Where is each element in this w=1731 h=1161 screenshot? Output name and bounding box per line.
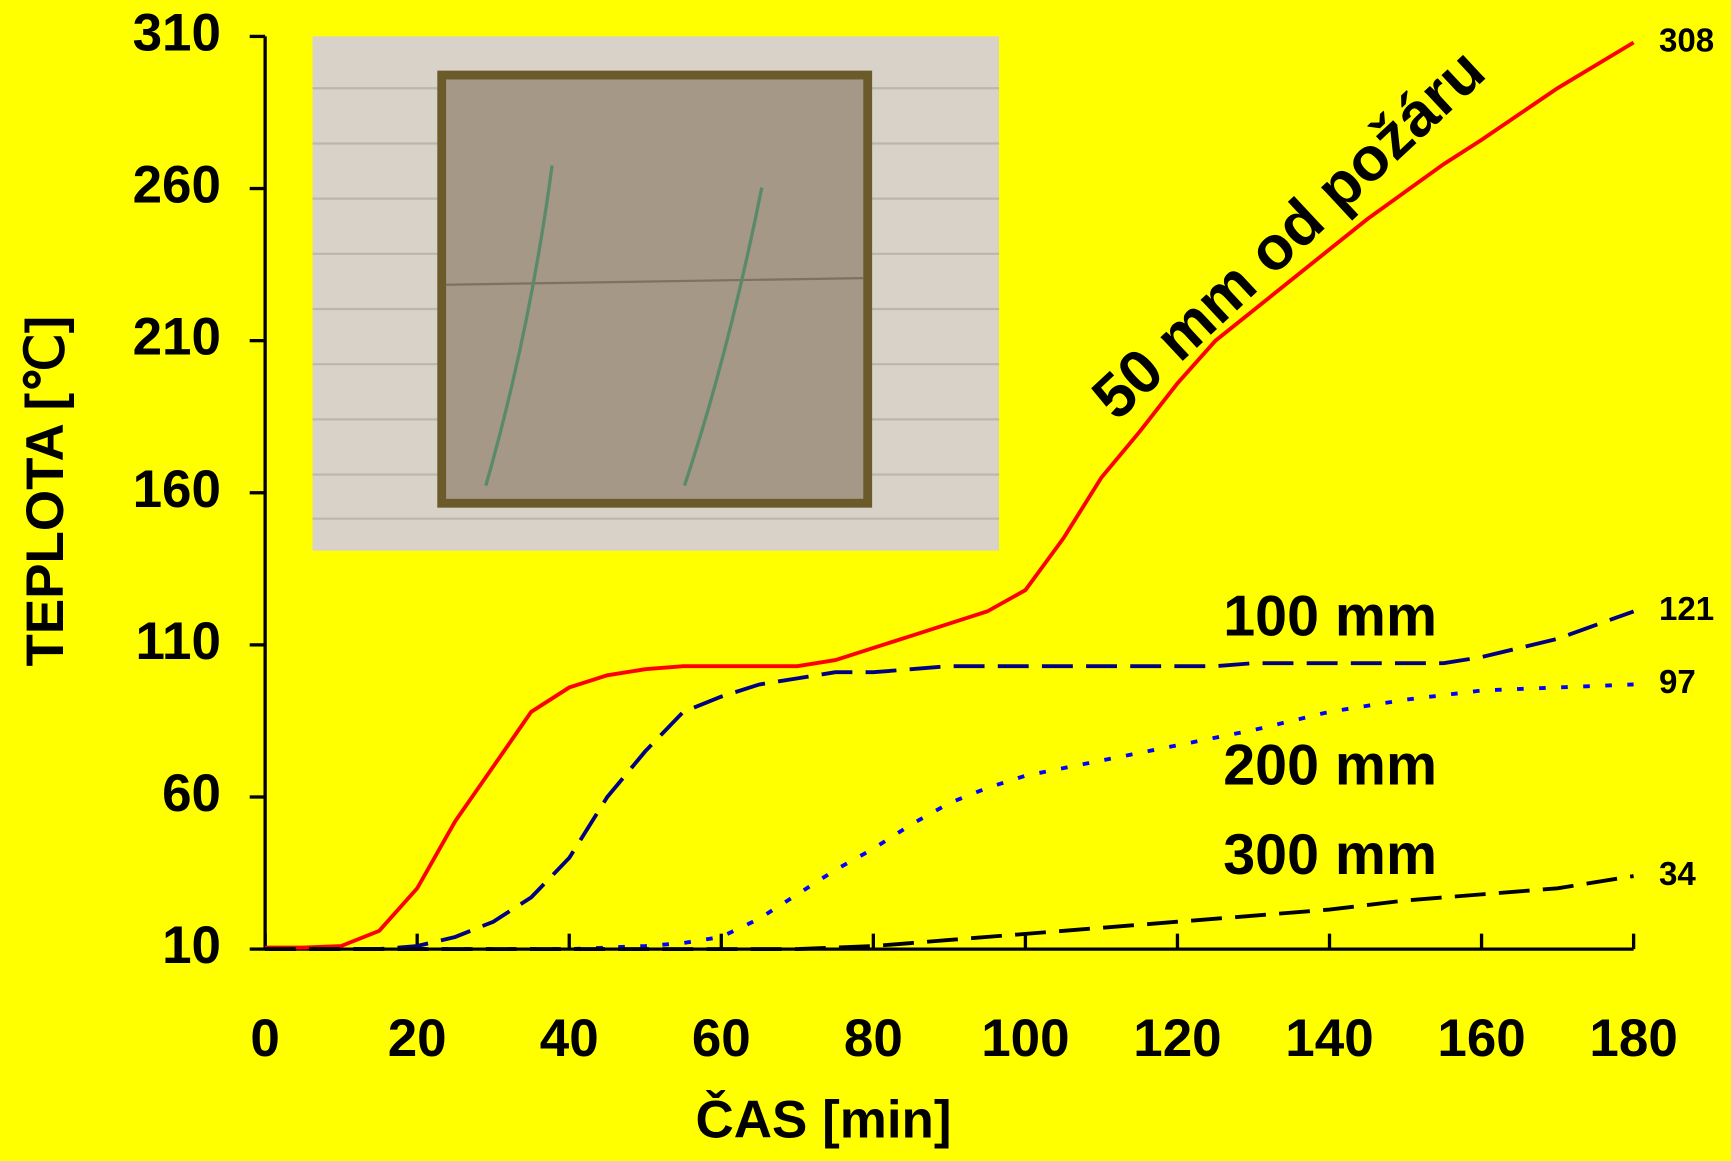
end-value-label: 34 [1659, 856, 1696, 893]
end-value-label: 97 [1659, 664, 1696, 701]
y-tick-label: 60 [162, 764, 221, 823]
photo-inset [313, 36, 999, 550]
series-label: 200 mm [1223, 733, 1437, 797]
y-tick-label: 210 [133, 308, 221, 367]
series-label: 300 mm [1223, 823, 1437, 887]
x-tick-label: 120 [1133, 1009, 1221, 1068]
y-tick-label: 160 [133, 460, 221, 519]
x-tick-label: 20 [388, 1009, 447, 1068]
y-tick-label: 10 [162, 916, 221, 975]
x-tick-label: 60 [692, 1009, 751, 1068]
y-tick-label: 310 [133, 3, 221, 62]
x-tick-label: 0 [250, 1009, 279, 1068]
x-tick-label: 40 [540, 1009, 599, 1068]
x-tick-label: 180 [1589, 1009, 1677, 1068]
end-value-label: 308 [1659, 22, 1714, 59]
y-tick-label: 260 [133, 156, 221, 215]
page: {"chart_data": { "type": "line", "x_labe… [0, 0, 1731, 1161]
y-tick-label: 110 [136, 612, 221, 671]
x-tick-label: 80 [844, 1009, 903, 1068]
x-tick-label: 160 [1437, 1009, 1525, 1068]
y-axis-label: TEPLOTA [℃] [16, 316, 75, 667]
x-axis-label: ČAS [min] [696, 1088, 952, 1149]
x-tick-label: 100 [981, 1009, 1069, 1068]
end-value-label: 121 [1659, 591, 1714, 628]
series-label: 100 mm [1223, 584, 1437, 648]
x-tick-label: 140 [1285, 1009, 1373, 1068]
chart: ČAS [min] TEPLOTA [℃] 10 60 110 160 210 260 31… [0, 0, 1731, 1161]
